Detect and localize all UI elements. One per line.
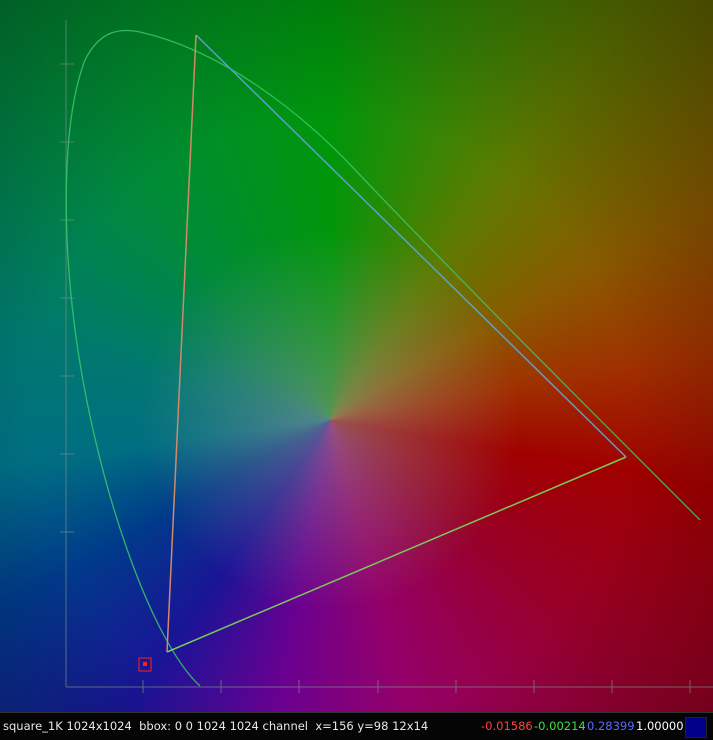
value-red: -0.01586 [481,719,533,733]
spectral-locus [65,29,701,687]
value-alpha: 1.00000 [636,719,684,733]
gamut-edge-green-red [195,34,627,458]
value-green: -0.00214 [534,719,586,733]
x-ticks [142,680,691,693]
color-swatch [685,717,707,738]
image-info: square_1K 1024x1024 bbox: 0 0 1024 1024 … [3,719,429,733]
probe-box[interactable] [138,657,152,672]
image-canvas[interactable] [0,0,713,712]
chromaticity-overlay [60,20,713,693]
probe-point [143,662,147,666]
gamut-edge-red-blue [166,456,627,653]
value-blue: 0.28399 [587,719,635,733]
gamut-edge-blue-green [166,34,197,653]
status-bar: square_1K 1024x1024 bbox: 0 0 1024 1024 … [0,712,713,740]
axes [60,20,713,693]
